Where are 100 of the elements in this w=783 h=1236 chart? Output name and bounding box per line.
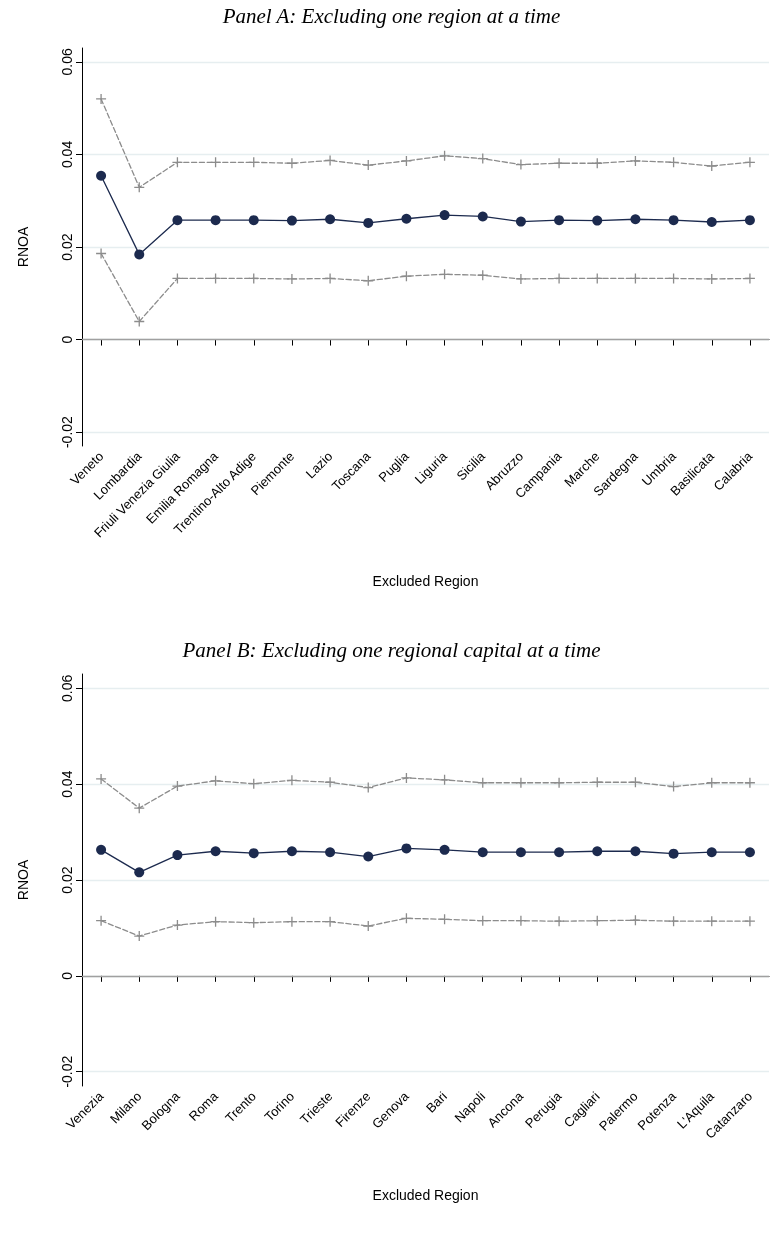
point: [95, 93, 107, 105]
point: [439, 210, 450, 221]
point: [324, 916, 336, 928]
point: [706, 847, 717, 858]
point: [171, 272, 184, 285]
point: [401, 213, 412, 224]
point: [553, 272, 565, 285]
point: [706, 160, 718, 172]
point: [515, 915, 527, 927]
point: [171, 780, 184, 792]
point: [744, 777, 756, 789]
point: [553, 915, 565, 927]
point: [554, 215, 565, 226]
point: [438, 913, 451, 925]
point: [591, 157, 603, 169]
point: [172, 215, 183, 226]
y-tick-label: 0.04: [59, 140, 75, 169]
point: [744, 156, 756, 168]
point: [324, 776, 336, 788]
point: [706, 273, 718, 285]
point: [96, 170, 107, 181]
y-tick-label: 0.06: [59, 674, 75, 702]
y-tick-label: 0.04: [59, 770, 75, 798]
point: [400, 270, 413, 282]
point: [362, 159, 374, 171]
point: [438, 268, 451, 280]
point: [706, 777, 718, 789]
point: [133, 930, 145, 942]
y-tick-label: 0: [59, 335, 75, 344]
point: [325, 847, 336, 858]
point: [629, 272, 642, 285]
point: [515, 216, 526, 227]
point: [515, 847, 526, 858]
point: [286, 774, 298, 786]
point: [553, 157, 565, 169]
point: [744, 272, 756, 285]
point: [706, 915, 718, 927]
point: [171, 156, 184, 168]
x-axis-title: Excluded Region: [372, 1187, 479, 1203]
point: [133, 181, 145, 193]
y-tick-label: 0.02: [59, 866, 75, 894]
point: [134, 867, 145, 878]
point: [324, 154, 336, 167]
point: [630, 214, 641, 225]
y-axis-title: RNOA: [15, 859, 31, 901]
point: [438, 150, 451, 162]
point: [248, 848, 259, 859]
point: [209, 775, 222, 787]
point: [400, 155, 413, 167]
point: [629, 155, 642, 167]
point: [744, 215, 755, 226]
point: [248, 156, 260, 168]
point: [133, 802, 145, 814]
point: [744, 847, 755, 858]
chart-title: Panel A: Excluding one region at a time: [221, 3, 561, 28]
point: [362, 781, 374, 794]
y-tick-label: 0.02: [59, 233, 75, 261]
x-tick-label: Bari: [422, 1088, 450, 1116]
y-tick-label: -0.02: [59, 415, 75, 449]
point: [363, 851, 374, 862]
point: [324, 272, 336, 285]
point: [438, 774, 451, 786]
point: [667, 272, 680, 285]
point: [629, 914, 642, 926]
point: [401, 843, 412, 854]
point: [591, 776, 603, 788]
y-tick-label: 0.06: [59, 48, 75, 76]
point: [477, 269, 489, 281]
point: [362, 275, 374, 287]
chart-title: Panel B: Excluding one regional capital at a time: [181, 637, 601, 662]
point: [477, 847, 488, 858]
point: [362, 920, 374, 932]
point: [286, 916, 298, 928]
point: [592, 215, 603, 226]
point: [400, 772, 413, 784]
point: [95, 247, 107, 260]
point: [400, 912, 413, 924]
point: [210, 846, 221, 857]
point: [439, 844, 450, 855]
point: [630, 846, 641, 857]
point: [248, 778, 260, 790]
point: [667, 156, 680, 168]
point: [96, 844, 107, 855]
point: [363, 217, 374, 228]
point: [209, 272, 222, 285]
point: [553, 777, 565, 789]
point: [744, 915, 756, 927]
y-tick-label: -0.02: [59, 1055, 75, 1088]
point: [668, 215, 679, 226]
point: [591, 272, 603, 285]
point: [667, 780, 680, 793]
point: [515, 777, 527, 789]
point: [477, 915, 489, 927]
point: [248, 215, 259, 226]
point: [210, 215, 221, 226]
point: [667, 915, 680, 927]
point: [286, 846, 297, 857]
point: [629, 776, 642, 788]
point: [248, 916, 260, 929]
point: [209, 156, 222, 168]
